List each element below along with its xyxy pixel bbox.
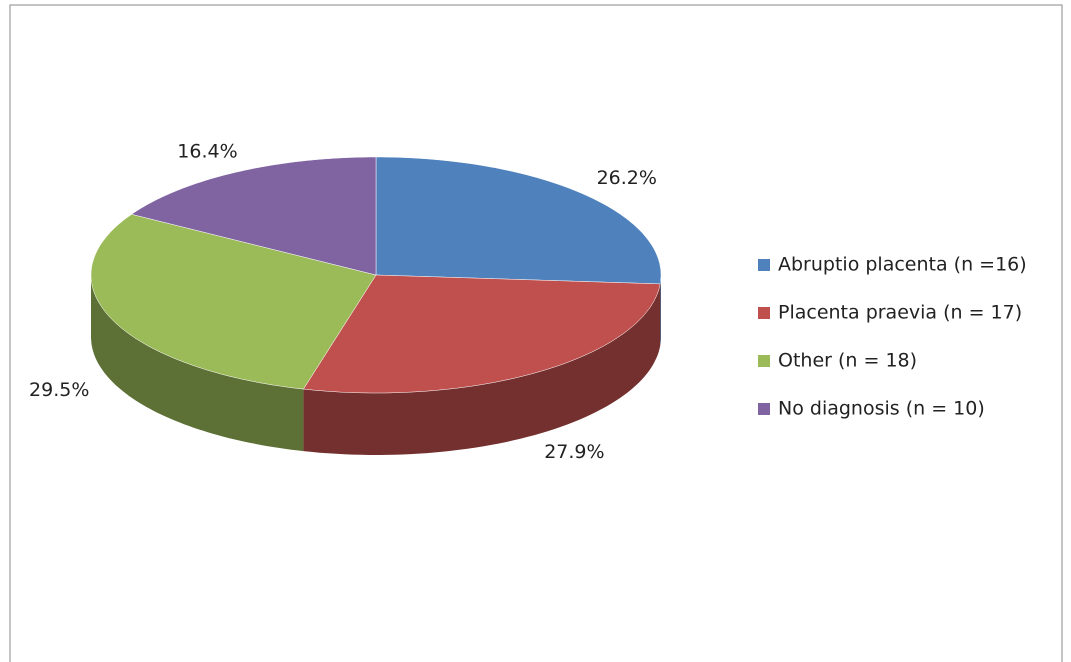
legend-swatch: [758, 403, 770, 415]
data-label: 16.4%: [177, 140, 237, 162]
legend-swatch: [758, 259, 770, 271]
data-label: 27.9%: [544, 441, 604, 463]
legend-swatch: [758, 355, 770, 367]
legend-label: Other (n = 18): [778, 350, 917, 372]
slice-side: [303, 283, 661, 455]
slice: [302, 274, 661, 394]
legend-label: No diagnosis (n = 10): [778, 398, 985, 420]
legend-label: Abruptio placenta (n =16): [778, 254, 1027, 276]
data-label: 26.2%: [597, 167, 657, 189]
legend-label: Placenta praevia (n = 17): [778, 302, 1022, 324]
slice: [90, 214, 377, 390]
slice-side: [91, 275, 304, 452]
slice-side: [660, 275, 661, 346]
data-label: 29.5%: [29, 379, 89, 401]
legend-swatch: [758, 307, 770, 319]
slice: [130, 156, 377, 276]
slice: [375, 156, 662, 285]
